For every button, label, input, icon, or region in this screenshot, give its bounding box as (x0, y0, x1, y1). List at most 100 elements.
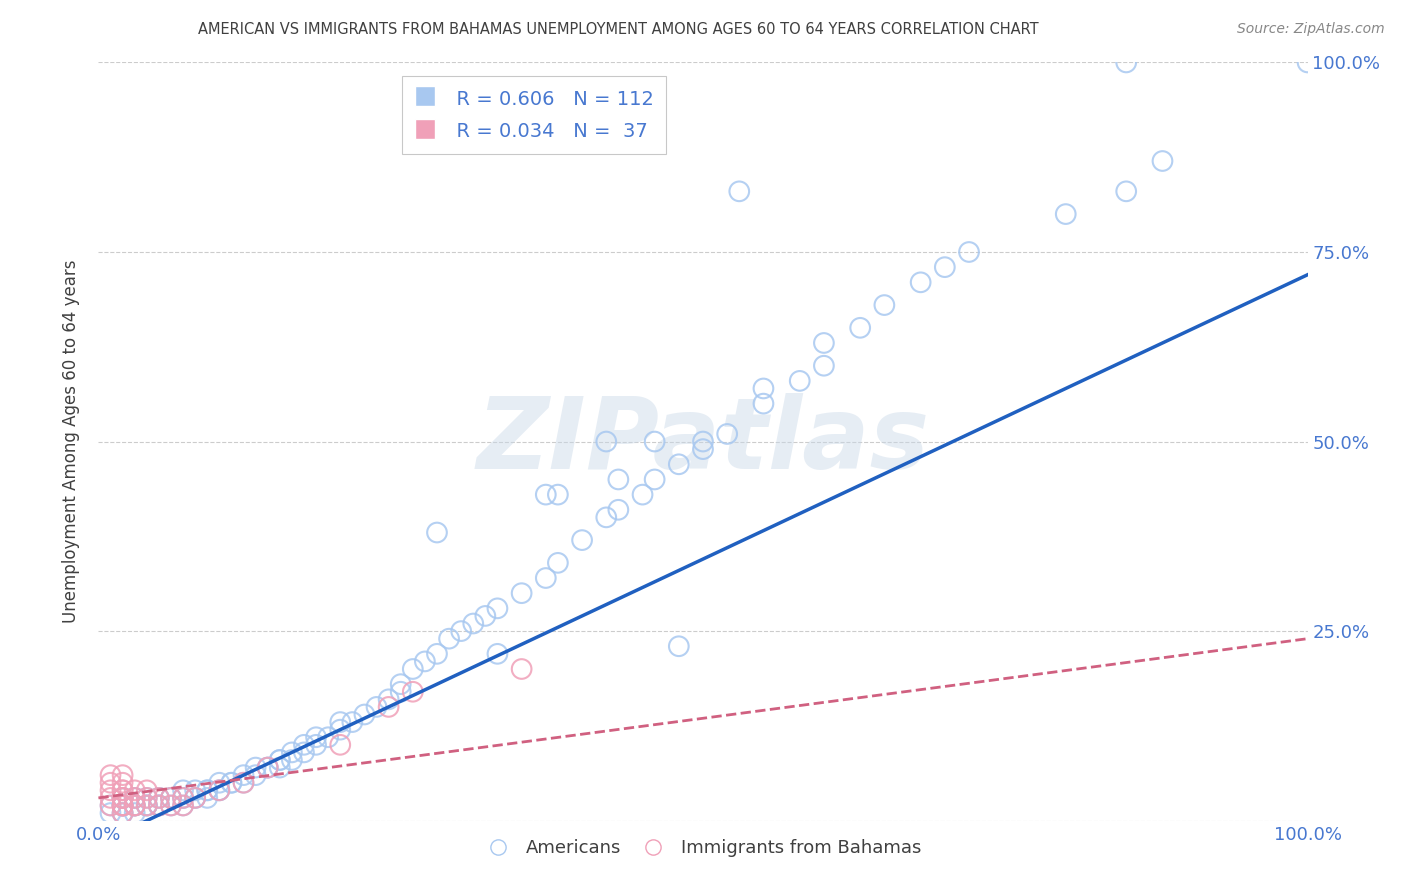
Point (547, 487, 569, 501)
Point (232, 776, 254, 790)
Y-axis label: Unemployment Among Ages 60 to 64 years: Unemployment Among Ages 60 to 64 years (62, 260, 80, 624)
Point (1115, 55, 1137, 70)
Point (281, 746, 304, 760)
Point (329, 723, 352, 737)
Point (631, 487, 654, 501)
Point (100, 783, 122, 797)
Point (172, 791, 194, 805)
Point (100, 798, 122, 813)
Point (100, 798, 122, 813)
Point (111, 806, 134, 821)
Point (135, 798, 157, 813)
Point (377, 699, 399, 714)
Point (184, 791, 207, 805)
Point (595, 510, 617, 524)
Point (450, 624, 472, 639)
Point (184, 783, 207, 797)
Point (245, 768, 267, 782)
Point (135, 791, 157, 805)
Point (668, 639, 690, 653)
Point (100, 776, 122, 790)
Point (160, 791, 183, 805)
Point (752, 382, 775, 396)
Point (716, 427, 738, 442)
Point (221, 776, 243, 790)
Point (607, 473, 630, 487)
Point (111, 798, 134, 813)
Point (426, 647, 449, 661)
Point (342, 715, 364, 730)
Point (111, 798, 134, 813)
Point (692, 442, 714, 457)
Point (100, 768, 122, 782)
Point (813, 359, 835, 373)
Point (510, 662, 533, 676)
Point (389, 677, 412, 691)
Point (934, 260, 956, 275)
Point (100, 806, 122, 821)
Legend: Americans, Immigrants from Bahamas: Americans, Immigrants from Bahamas (478, 832, 928, 864)
Point (232, 768, 254, 782)
Point (111, 768, 134, 782)
Point (316, 730, 339, 744)
Point (135, 798, 157, 813)
Point (813, 335, 835, 350)
Point (111, 776, 134, 790)
Point (728, 184, 751, 198)
Point (172, 798, 194, 813)
Point (124, 783, 146, 797)
Point (124, 791, 146, 805)
Point (111, 791, 134, 805)
Point (160, 798, 183, 813)
Point (111, 791, 134, 805)
Point (256, 760, 278, 774)
Point (873, 298, 896, 312)
Point (111, 791, 134, 805)
Point (353, 707, 375, 722)
Point (184, 791, 207, 805)
Point (305, 730, 328, 744)
Point (281, 753, 304, 767)
Point (402, 662, 425, 676)
Point (595, 434, 617, 449)
Point (692, 434, 714, 449)
Point (124, 791, 146, 805)
Point (195, 791, 218, 805)
Point (135, 798, 157, 813)
Point (437, 632, 460, 646)
Point (148, 798, 170, 813)
Point (148, 798, 170, 813)
Point (172, 798, 194, 813)
Point (160, 791, 183, 805)
Point (668, 458, 690, 472)
Point (111, 806, 134, 821)
Point (135, 783, 157, 797)
Point (910, 275, 932, 289)
Point (413, 655, 436, 669)
Point (148, 798, 170, 813)
Point (607, 503, 630, 517)
Text: Source: ZipAtlas.com: Source: ZipAtlas.com (1237, 22, 1385, 37)
Point (534, 487, 557, 501)
Point (124, 798, 146, 813)
Point (329, 738, 352, 752)
Point (160, 791, 183, 805)
Point (389, 685, 412, 699)
Point (486, 647, 509, 661)
Point (208, 776, 231, 790)
Text: AMERICAN VS IMMIGRANTS FROM BAHAMAS UNEMPLOYMENT AMONG AGES 60 TO 64 YEARS CORRE: AMERICAN VS IMMIGRANTS FROM BAHAMAS UNEM… (198, 22, 1039, 37)
Point (111, 791, 134, 805)
Point (148, 791, 170, 805)
Point (269, 753, 291, 767)
Point (124, 798, 146, 813)
Point (256, 760, 278, 774)
Point (305, 738, 328, 752)
Point (195, 783, 218, 797)
Point (135, 798, 157, 813)
Point (135, 791, 157, 805)
Point (269, 753, 291, 767)
Point (111, 798, 134, 813)
Point (463, 616, 485, 631)
Point (111, 791, 134, 805)
Point (402, 685, 425, 699)
